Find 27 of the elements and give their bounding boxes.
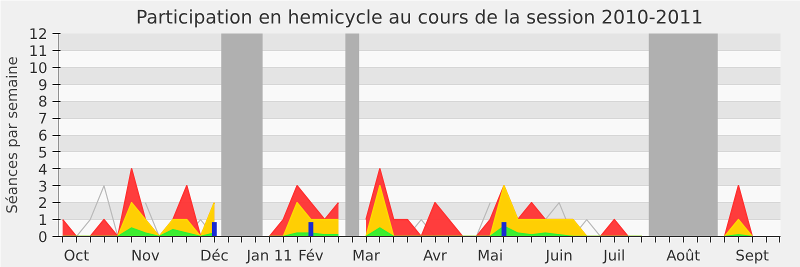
- y-tick-label: 3: [38, 178, 48, 196]
- y-tick-label: 8: [38, 94, 48, 111]
- y-tick-label: 6: [38, 128, 48, 144]
- x-tick-label: Avr: [423, 248, 448, 264]
- x-tick-label: Déc: [200, 248, 229, 264]
- x-tick-label: Fév: [298, 248, 324, 264]
- y-tick-label: 7: [38, 110, 48, 128]
- y-tick-label: 12: [28, 26, 48, 43]
- x-tick-label: Mai: [477, 248, 504, 264]
- y-tick-label: 2: [38, 195, 48, 212]
- y-tick-label: 1: [38, 212, 48, 230]
- y-axis-title: Séances par semaine: [4, 56, 21, 214]
- x-tick-label: Mar: [352, 248, 381, 264]
- chart-title: Participation en hemicycle au cours de la session 2010-2011: [136, 8, 703, 28]
- y-tick-label: 10: [28, 60, 48, 77]
- x-tick-label: Sept: [736, 248, 770, 264]
- x-tick-label: Jan 11: [246, 248, 292, 264]
- y-tick-label: 9: [38, 76, 48, 94]
- x-tick-label: Juil: [602, 248, 626, 264]
- x-tick-label: Juin: [544, 248, 573, 264]
- x-tick-label: Nov: [131, 248, 160, 264]
- y-tick-label: 0: [38, 229, 48, 246]
- y-tick-label: 11: [28, 42, 48, 60]
- y-tick-label: 4: [38, 161, 48, 178]
- x-tick-label: Oct: [64, 248, 90, 264]
- y-tick-label: 5: [38, 144, 48, 162]
- x-tick-label: Août: [666, 248, 700, 264]
